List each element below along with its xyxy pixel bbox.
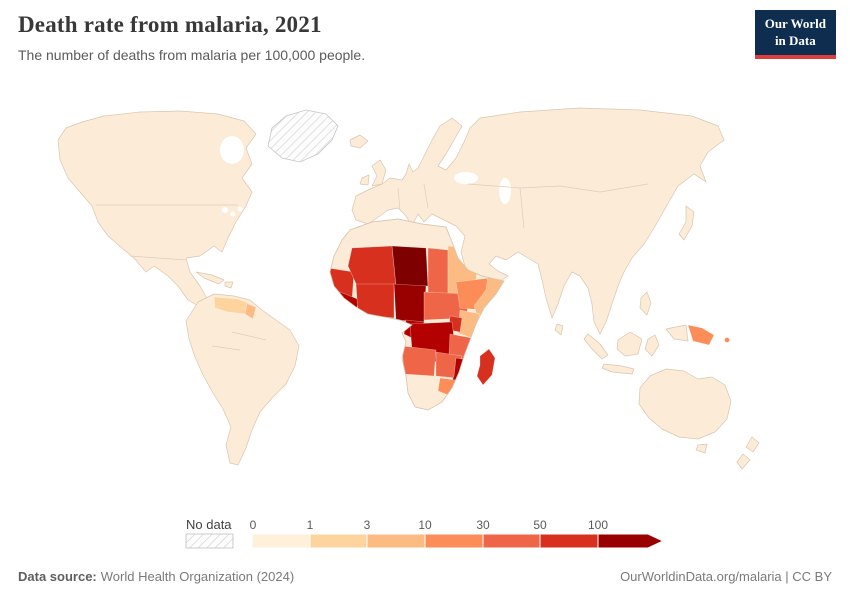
data-source-label: Data source: [18, 569, 97, 584]
legend-tick-label-4: 30 [476, 518, 490, 532]
owid-link[interactable]: OurWorldinData.org/malaria | CC BY [620, 569, 832, 584]
country-nigeria[interactable] [393, 283, 427, 323]
legend-bin-2[interactable] [366, 533, 426, 549]
country-hispaniola[interactable] [224, 281, 234, 289]
country-senegal-guinea[interactable] [328, 267, 355, 301]
country-guyana[interactable] [244, 303, 257, 320]
page-title: Death rate from malaria, 2021 [18, 12, 322, 37]
country-west-papua[interactable] [665, 324, 689, 342]
legend-tick-label-0: 0 [250, 518, 257, 532]
footer: Data source: World Health Organization (2… [0, 569, 850, 600]
chart-subtitle: The number of deaths from malaria per 10… [18, 47, 366, 63]
country-papua-new-guinea[interactable] [687, 324, 715, 346]
country-borneo[interactable] [616, 331, 643, 357]
country-japan[interactable] [678, 205, 695, 241]
data-source: Data source: World Health Organization (2… [18, 569, 294, 584]
owid-logo[interactable]: Our World in Data [754, 10, 836, 59]
chart-header: Death rate from malaria, 2021 The number… [18, 12, 365, 63]
country-south-america[interactable] [185, 293, 300, 466]
country-eurasia[interactable] [351, 107, 725, 335]
legend-tick-label-5: 50 [533, 518, 547, 532]
legend-arrow[interactable] [597, 533, 665, 549]
caspian-sea [499, 178, 511, 204]
country-angola[interactable] [401, 345, 437, 377]
country-chad[interactable] [427, 247, 449, 295]
great-lake-2 [230, 211, 236, 217]
legend-bin-3[interactable] [424, 533, 484, 549]
legend-bin-5[interactable] [539, 533, 599, 549]
country-greenland[interactable] [267, 109, 339, 163]
country-ireland[interactable] [359, 174, 370, 186]
country-solomon-islands[interactable] [724, 337, 730, 343]
country-australia[interactable] [638, 368, 732, 440]
legend-no-data-swatch[interactable] [185, 533, 234, 549]
legend-bin-0[interactable] [251, 533, 311, 549]
country-niger[interactable] [391, 245, 429, 287]
country-cuba[interactable] [195, 271, 225, 285]
country-new-zealand-south[interactable] [736, 453, 751, 470]
legend-no-data-label: No data [186, 517, 232, 532]
country-tasmania[interactable] [695, 443, 708, 454]
legend-tick-label-6: 100 [588, 518, 608, 532]
country-sumatra[interactable] [583, 333, 609, 360]
legend-tick-label-3: 10 [418, 518, 432, 532]
legend: No data 0 1 3 10 30 50 100 [185, 517, 665, 549]
country-java[interactable] [601, 363, 635, 375]
legend-tick-label-1: 1 [307, 518, 314, 532]
country-iceland[interactable] [349, 134, 369, 149]
hudson-bay [220, 136, 244, 164]
inland-waters [220, 136, 511, 217]
legend-bin-4[interactable] [482, 533, 541, 549]
country-cote-divoire-ghana-benin[interactable] [355, 283, 395, 319]
country-madagascar[interactable] [476, 348, 496, 386]
country-borders [96, 183, 649, 351]
world-map [57, 107, 760, 470]
country-mali-burkina-faso[interactable] [347, 245, 397, 289]
owid-logo-line1: Our World [764, 16, 826, 31]
great-lake-1 [222, 207, 228, 213]
legend-tick-label-2: 3 [364, 518, 371, 532]
data-source-text: World Health Organization (2024) [100, 569, 295, 584]
country-philippines[interactable] [639, 291, 652, 316]
africa-coastline [329, 218, 505, 411]
owid-logo-line2: in Data [774, 32, 816, 48]
country-united-kingdom[interactable] [371, 159, 387, 187]
legend-bin-1[interactable] [309, 533, 368, 549]
black-sea [454, 172, 478, 184]
country-north-america[interactable] [57, 110, 257, 308]
great-lake-3 [237, 206, 243, 212]
country-sulawesi[interactable] [644, 334, 660, 357]
country-sri-lanka[interactable] [554, 323, 564, 336]
country-new-zealand-north[interactable] [745, 436, 760, 453]
